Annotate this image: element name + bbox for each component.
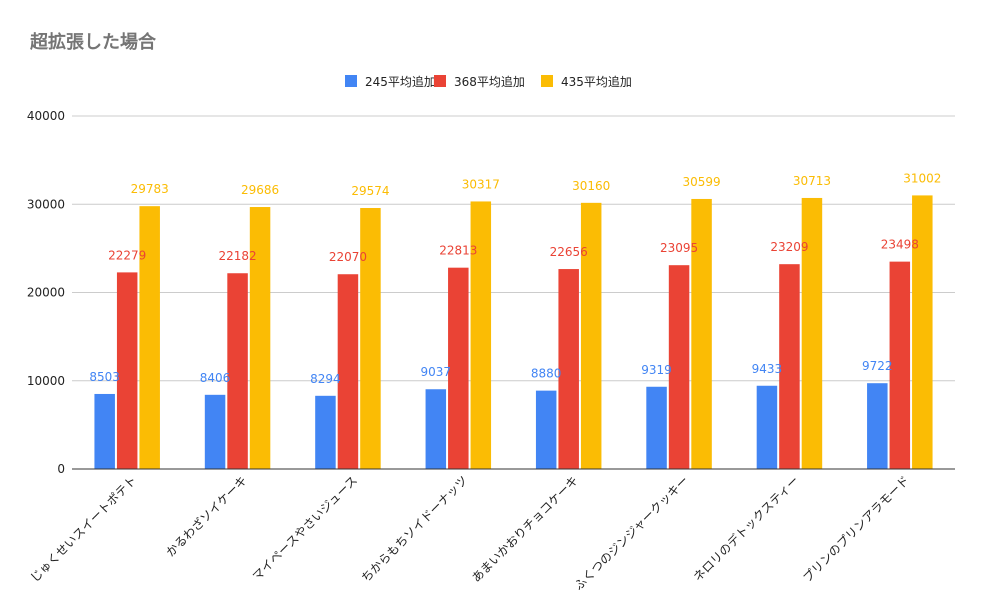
- category-label-3: ちからもちソイドーナッツ: [359, 473, 471, 585]
- category-label-2: マイペースやさいジュース: [250, 473, 360, 583]
- data-label-1-4: 22656: [550, 245, 588, 259]
- data-label-2-3: 30317: [462, 177, 500, 191]
- category-label-5: ふくつのジンジャークッキー: [571, 473, 691, 593]
- y-tick-label-4: 40000: [27, 109, 65, 123]
- bar-1-1: [227, 273, 248, 469]
- bar-0-4: [535, 390, 557, 469]
- category-label-7: プリンのプリンアラモード: [800, 473, 912, 585]
- bar-2-2: [360, 208, 381, 469]
- bar-0-3: [425, 389, 447, 469]
- data-label-1-3: 22813: [439, 244, 477, 258]
- data-label-2-1: 29686: [241, 183, 279, 197]
- data-label-1-6: 23209: [770, 240, 808, 254]
- bar-0-6: [756, 385, 778, 469]
- data-label-2-6: 30713: [793, 174, 831, 188]
- bar-1-3: [448, 267, 469, 469]
- bar-1-5: [668, 265, 690, 469]
- data-label-0-0: 8503: [89, 370, 120, 384]
- data-labels-group: 8503 22279 29783 8406 22182 29686 8294 22070 295…: [89, 171, 941, 385]
- y-axis: 0 10000 20000 30000 40000: [27, 109, 65, 476]
- y-tick-label-1: 10000: [27, 374, 65, 388]
- bar-2-1: [249, 207, 271, 469]
- data-label-1-7: 23498: [881, 238, 919, 252]
- legend: 245平均追加 368平均追加 435平均追加: [345, 74, 632, 89]
- bar-2-7: [912, 195, 933, 469]
- bar-0-0: [94, 393, 115, 469]
- data-label-0-5: 9319: [641, 363, 672, 377]
- bar-2-6: [801, 197, 823, 470]
- data-label-0-1: 8406: [200, 371, 231, 385]
- x-axis: じゅくせいスイートポテト かるわざソイケーキ マイペースやさいジュースちからもちソイ…: [28, 468, 955, 593]
- bar-0-1: [204, 394, 226, 469]
- legend-swatch-1: [434, 75, 446, 87]
- data-label-0-4: 8880: [531, 367, 562, 381]
- data-label-2-4: 30160: [572, 179, 610, 193]
- bar-2-4: [580, 202, 602, 469]
- data-label-1-5: 23095: [660, 241, 698, 255]
- category-label-0: じゅくせいスイートポテト: [28, 473, 140, 585]
- bar-1-7: [889, 261, 911, 469]
- data-label-1-1: 22182: [218, 249, 256, 263]
- y-tick-label-3: 30000: [27, 197, 65, 211]
- data-label-2-0: 29783: [131, 182, 169, 196]
- bar-2-0: [139, 206, 160, 469]
- data-label-2-5: 30599: [682, 175, 720, 189]
- bar-2-3: [470, 201, 492, 470]
- y-tick-label-2: 20000: [27, 286, 65, 300]
- bar-2-5: [691, 198, 712, 470]
- data-label-0-3: 9037: [421, 365, 452, 379]
- bar-0-5: [646, 386, 667, 469]
- legend-label-0: 245平均追加: [365, 74, 436, 89]
- category-label-1: かるわざソイケーキ: [163, 473, 250, 560]
- legend-swatch-2: [541, 75, 553, 87]
- category-label-6: ネロリのデトックスティー: [690, 473, 802, 585]
- bar-1-6: [779, 264, 800, 469]
- bars-group: [94, 195, 933, 470]
- legend-label-2: 435平均追加: [561, 74, 632, 89]
- bar-0-7: [867, 383, 888, 469]
- bar-1-0: [116, 272, 138, 469]
- data-label-2-7: 31002: [903, 171, 941, 185]
- data-label-0-6: 9433: [752, 362, 783, 376]
- bar-1-2: [337, 274, 359, 469]
- bar-1-4: [558, 269, 579, 469]
- legend-swatch-0: [345, 75, 357, 87]
- data-label-1-2: 22070: [329, 250, 367, 264]
- data-label-0-2: 8294: [310, 372, 341, 386]
- category-label-4: あまいかおりチョコケーキ: [469, 473, 581, 585]
- gridlines: [72, 115, 955, 382]
- data-label-0-7: 9722: [862, 359, 893, 373]
- legend-label-1: 368平均追加: [454, 74, 525, 89]
- data-label-2-2: 29574: [351, 184, 389, 198]
- y-tick-label-0: 0: [57, 462, 65, 476]
- data-label-1-0: 22279: [108, 248, 146, 262]
- bar-0-2: [315, 395, 336, 469]
- chart-title: 超拡張した場合: [30, 31, 157, 53]
